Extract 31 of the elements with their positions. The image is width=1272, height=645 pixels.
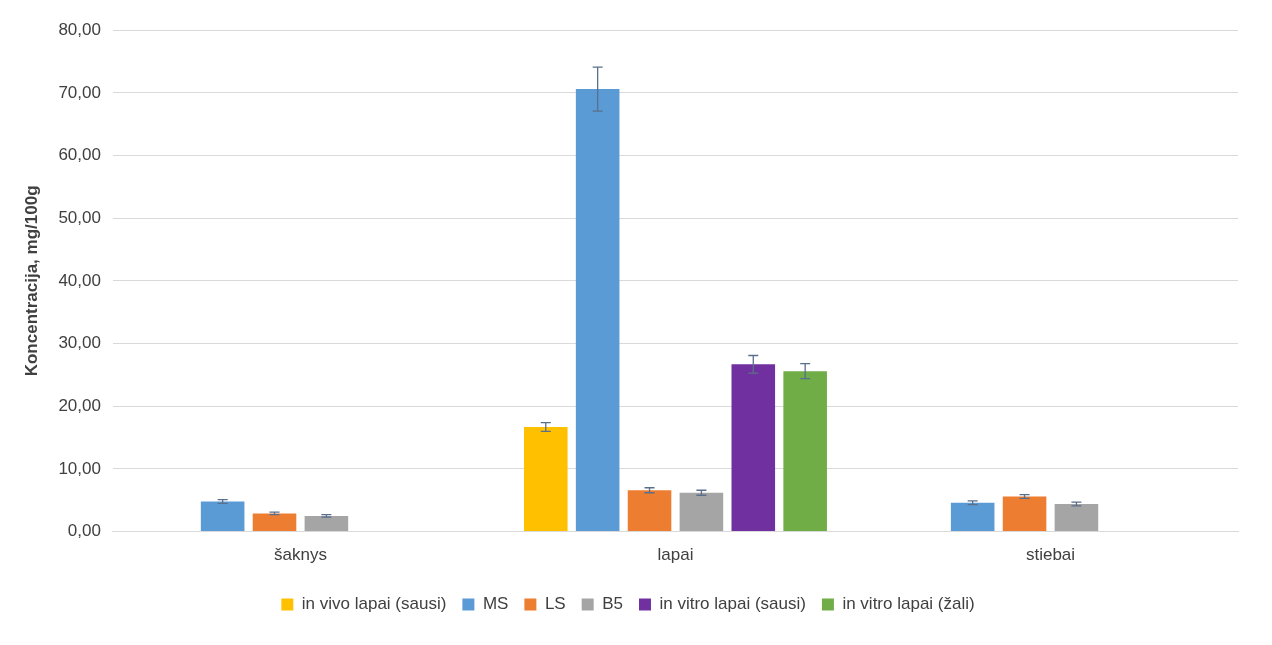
- legend-label: in vitro lapai (sausi): [659, 594, 806, 614]
- bar: [304, 515, 349, 532]
- bar: [950, 502, 995, 532]
- bar: [523, 426, 568, 532]
- legend-label: B5: [602, 594, 623, 614]
- y-tick-label: 20,00: [58, 395, 101, 415]
- y-tick-label: 10,00: [58, 458, 101, 478]
- y-tick-label: 60,00: [58, 145, 101, 165]
- legend-label: MS: [482, 594, 509, 614]
- bar: [200, 501, 245, 532]
- legend-label: LS: [544, 594, 566, 614]
- bar: [1054, 504, 1099, 532]
- y-axis-title: Koncentracija, mg/100g: [21, 185, 41, 377]
- y-tick-label: 80,00: [58, 19, 101, 39]
- bar: [1002, 496, 1047, 532]
- y-tick-label: 0,00: [67, 521, 101, 541]
- x-tick-label: lapai: [657, 545, 694, 565]
- bar: [731, 364, 776, 532]
- y-tick-label: 70,00: [58, 82, 101, 102]
- y-tick-label: 50,00: [58, 207, 101, 227]
- legend-label: in vivo lapai (sausi): [301, 594, 447, 614]
- y-tick-label: 40,00: [58, 270, 101, 290]
- bar: [252, 513, 297, 532]
- bar: [575, 89, 620, 532]
- x-tick-label: stiebai: [1025, 545, 1076, 565]
- bar: [783, 371, 827, 532]
- legend-label: in vitro lapai (žali): [842, 594, 975, 614]
- bar: [627, 490, 672, 532]
- y-tick-label: 30,00: [58, 333, 101, 353]
- bar: [679, 492, 724, 532]
- x-tick-label: šaknys: [273, 545, 327, 565]
